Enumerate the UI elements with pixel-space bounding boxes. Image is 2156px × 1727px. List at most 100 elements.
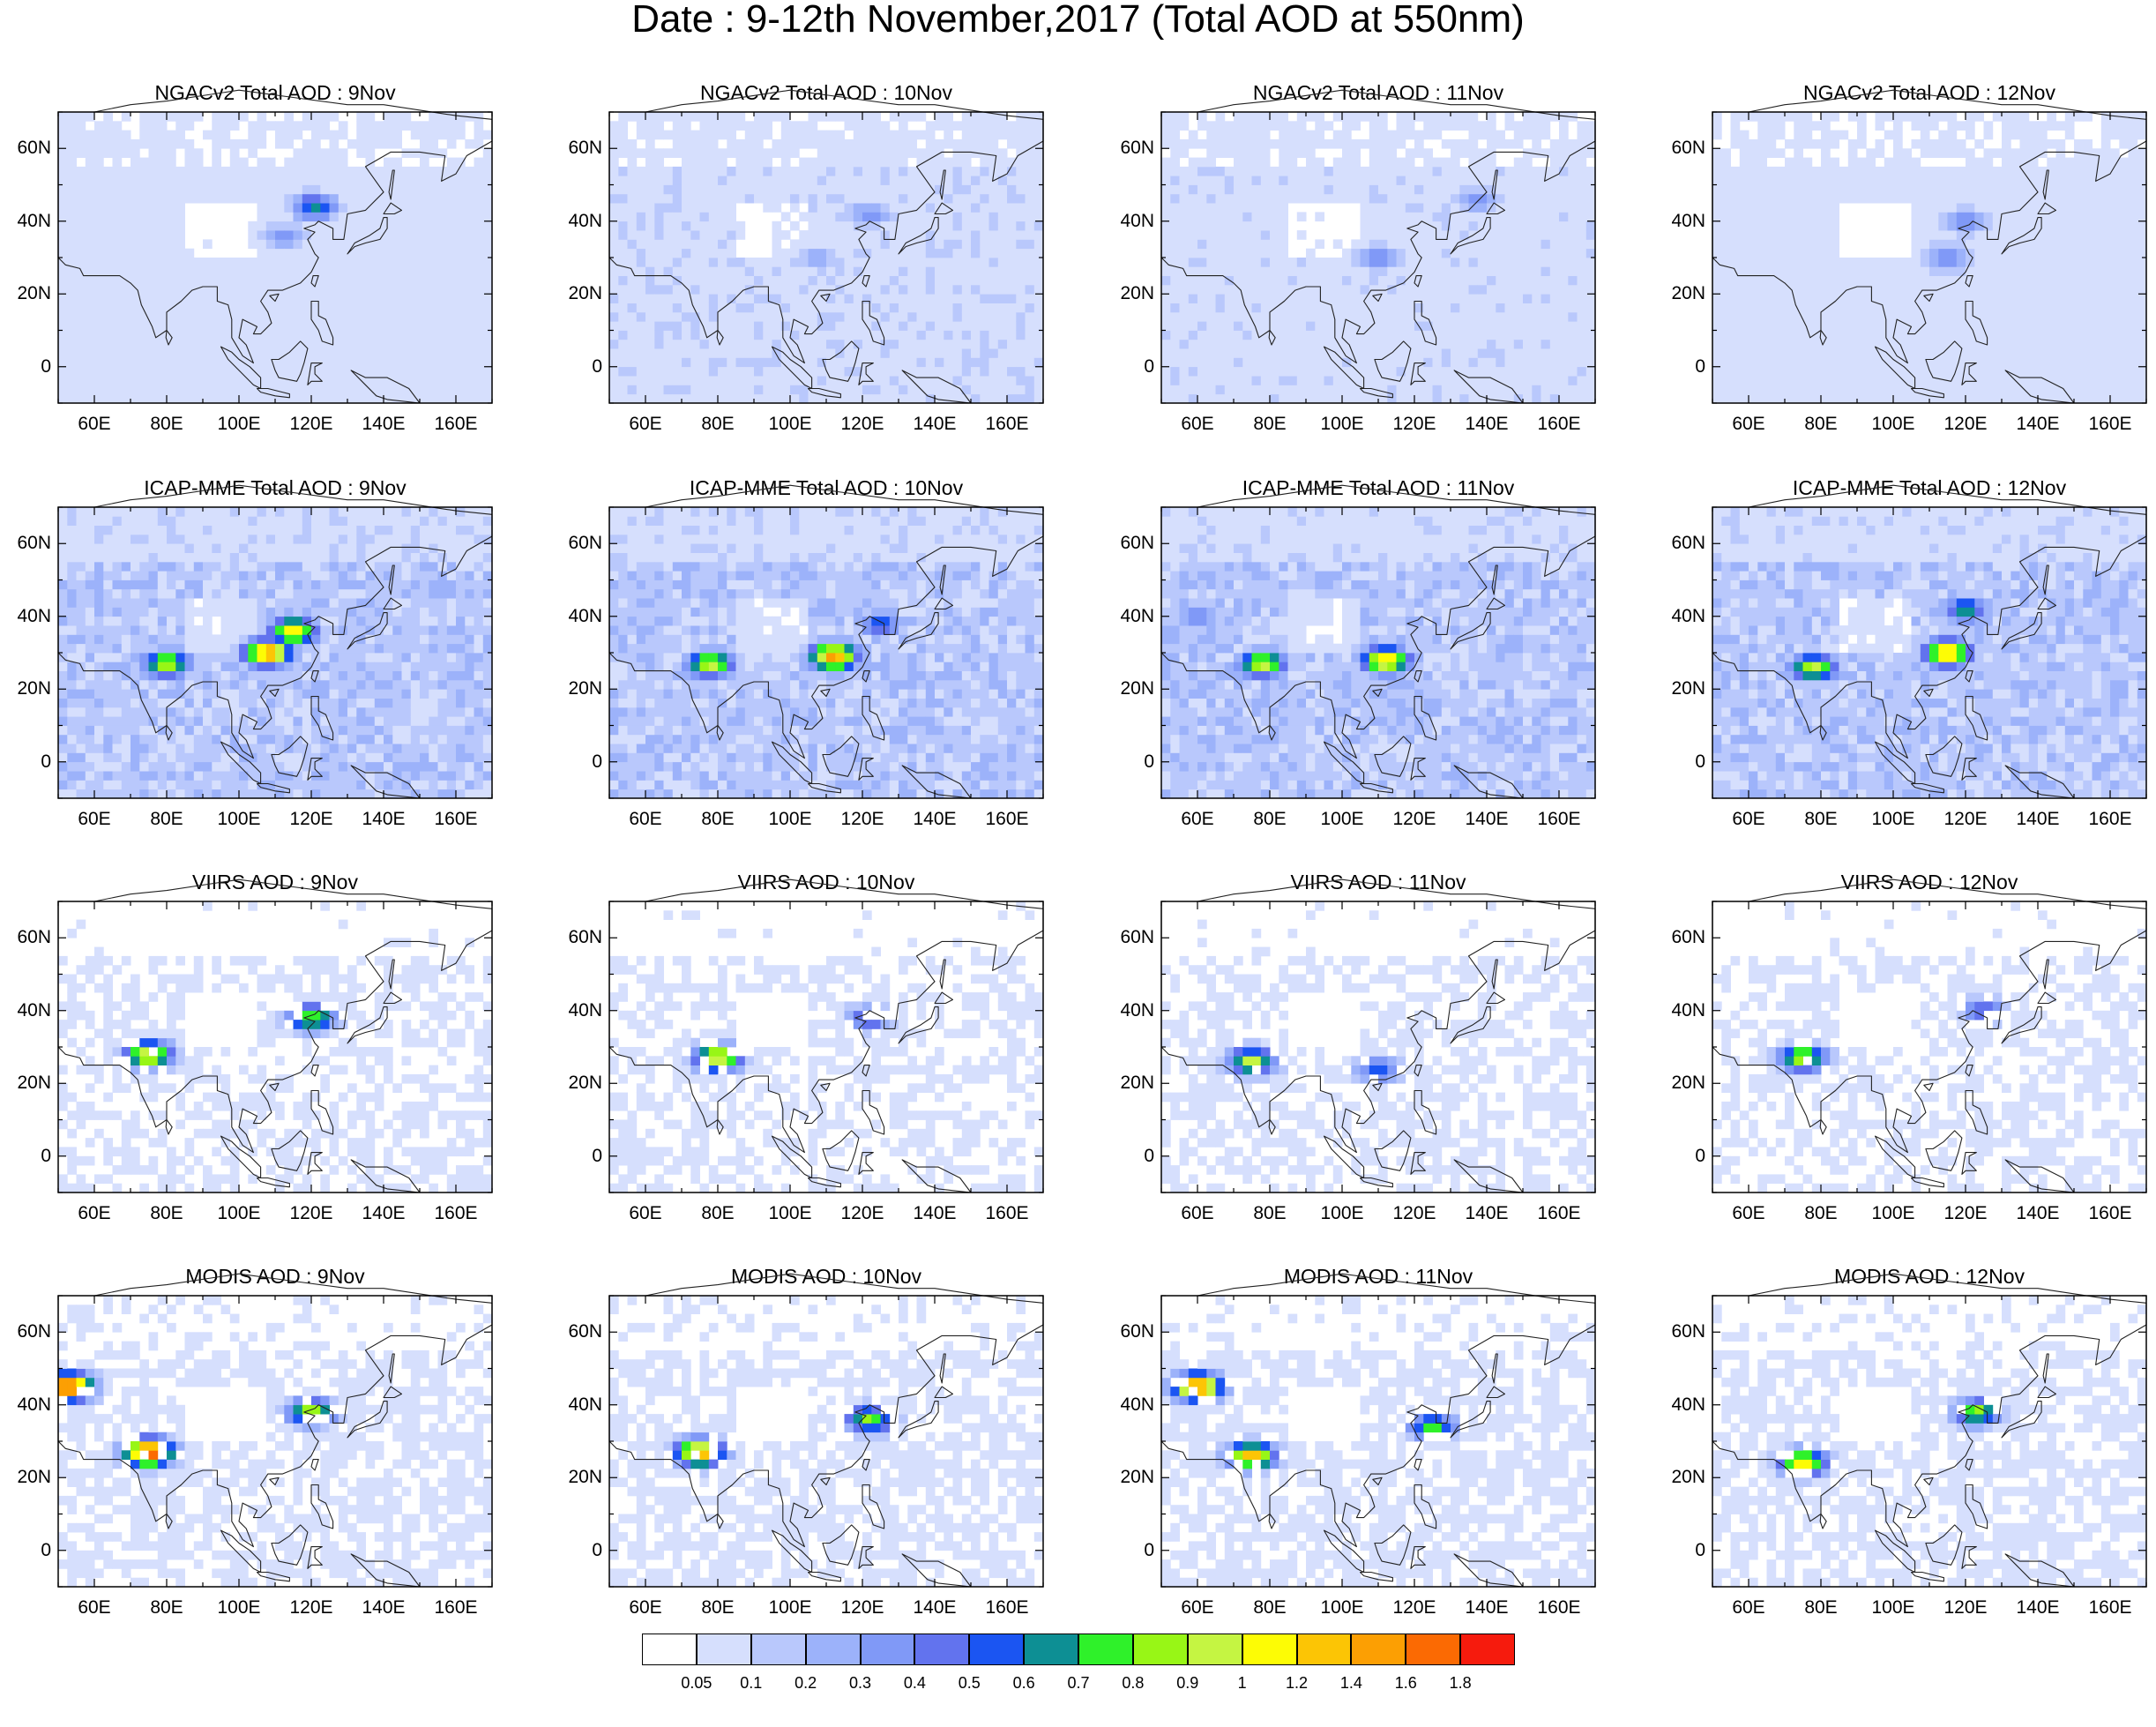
latitude-tick-label: 0	[1144, 355, 1154, 377]
coastline-taiwan	[1414, 1459, 1422, 1471]
colorbar-swatch	[1242, 1634, 1297, 1665]
coastline-srilanka	[165, 724, 173, 741]
coastline-sakhalin	[388, 1353, 395, 1384]
coastline-taiwan	[310, 1459, 319, 1471]
map-panel: VIIRS AOD : 11Nov 60N 40N 20N 0 60E 80E 100E 120…	[1103, 871, 1632, 1241]
latitude-tick-label: 20N	[1120, 1467, 1154, 1488]
map-panel: NGACv2 Total AOD : 11Nov 60N 40N 20N 0 60E 80E…	[1103, 81, 1632, 452]
longitude-tick-label: 60E	[1732, 1203, 1765, 1223]
coastline-hainan	[1923, 688, 1934, 698]
coastline-sulawesi	[307, 363, 323, 385]
map-panel: NGACv2 Total AOD : 10Nov 60N 40N 20N 0 60E 80E…	[551, 81, 1080, 452]
latitude-tick-label: 20N	[1671, 1467, 1705, 1488]
coastline-borneo	[1374, 1524, 1412, 1566]
coastline-philippines	[1965, 1484, 1988, 1529]
coastline-eurasia	[57, 484, 493, 759]
longitude-tick-label: 120E	[289, 414, 333, 434]
panel-title: MODIS AOD : 9Nov	[185, 1265, 365, 1288]
coastline-taiwan	[862, 670, 870, 683]
longitude-tick-label: 160E	[985, 1203, 1029, 1223]
axis-ticks	[608, 111, 1044, 404]
coastline-java	[807, 1177, 841, 1188]
colorbar-label: 0.3	[848, 1674, 872, 1692]
longitude-tick-label: 100E	[1320, 809, 1364, 829]
panel-title: ICAP-MME Total AOD : 11Nov	[1242, 476, 1515, 499]
aod-map	[1712, 1273, 2147, 1588]
coastline-eurasia	[57, 89, 493, 364]
latitude-tick-label: 0	[1695, 1145, 1705, 1166]
longitude-tick-label: 140E	[1465, 1203, 1509, 1223]
latitude-tick-label: 0	[592, 1145, 602, 1166]
coastline-borneo	[271, 1524, 309, 1566]
coastline-borneo	[1374, 1130, 1412, 1171]
longitude-tick-label: 80E	[1804, 1203, 1838, 1223]
longitude-tick-label: 120E	[1943, 414, 1988, 434]
panel-title: ICAP-MME Total AOD : 12Nov	[1792, 476, 2067, 499]
longitude-tick-label: 160E	[2088, 414, 2132, 434]
coastline-philippines	[1414, 300, 1437, 346]
longitude-tick-label: 120E	[1392, 1203, 1436, 1223]
coastline-hainan	[1923, 293, 1934, 303]
coastline-sakhalin	[2042, 169, 2049, 200]
coastline-japan	[347, 217, 388, 255]
longitude-tick-label: 60E	[78, 809, 111, 829]
latitude-tick-label: 20N	[17, 283, 51, 304]
aod-map	[1712, 89, 2147, 404]
longitude-tick-label: 140E	[1465, 414, 1509, 434]
coastline-borneo	[822, 1130, 860, 1171]
latitude-tick-label: 60N	[1671, 138, 1705, 159]
coastline-japan	[1450, 612, 1491, 650]
latitude-tick-label: 60N	[1671, 927, 1705, 948]
axis-ticks	[608, 1295, 1044, 1588]
coastline-srilanka	[1268, 329, 1276, 346]
longitude-tick-label: 140E	[913, 1203, 957, 1223]
colorbar-swatch	[1296, 1634, 1352, 1665]
longitude-tick-label: 120E	[1392, 809, 1436, 829]
coastline-java	[256, 1177, 290, 1188]
latitude-tick-label: 40N	[568, 1394, 602, 1415]
coastline-hokkaido	[2037, 991, 2057, 1005]
longitude-tick-label: 100E	[217, 809, 261, 829]
coastline-borneo	[1374, 736, 1412, 777]
axis-ticks	[608, 506, 1044, 799]
longitude-tick-label: 100E	[768, 1203, 812, 1223]
longitude-tick-label: 120E	[1943, 1597, 1988, 1618]
longitude-tick-label: 60E	[1732, 809, 1765, 829]
aod-field	[58, 507, 493, 799]
map-panel: NGACv2 Total AOD : 9Nov 60N 40N 20N 0 60E 80E 1…	[0, 81, 529, 452]
latitude-tick-label: 0	[592, 355, 602, 377]
coastline-sakhalin	[1491, 959, 1498, 990]
latitude-tick-label: 40N	[1671, 999, 1705, 1020]
map-panel: MODIS AOD : 11Nov 60N 40N 20N 0 60E 80E 100E 120…	[1103, 1265, 1632, 1635]
coastline-sulawesi	[307, 1152, 323, 1175]
latitude-tick-label: 40N	[17, 999, 51, 1020]
longitude-tick-label: 140E	[2016, 414, 2060, 434]
map-panel: VIIRS AOD : 12Nov 60N 40N 20N 0 60E 80E 100E 120…	[1654, 871, 2156, 1241]
longitude-tick-label: 160E	[1537, 1203, 1581, 1223]
coastline-taiwan	[862, 275, 870, 288]
coastline-japan	[347, 1401, 388, 1439]
aod-field	[609, 507, 1044, 799]
coastline-hokkaido	[934, 597, 954, 610]
colorbar-swatch	[696, 1634, 751, 1665]
coastline-hokkaido	[1486, 991, 1506, 1005]
longitude-tick-label: 140E	[362, 414, 406, 434]
longitude-tick-label: 80E	[701, 1597, 735, 1618]
longitude-tick-label: 60E	[1181, 809, 1214, 829]
coastline-sulawesi	[1410, 758, 1426, 781]
colorbar-swatch	[750, 1634, 806, 1665]
aod-field	[1712, 112, 2147, 404]
coastline-taiwan	[1414, 1065, 1422, 1077]
coastline-srilanka	[1819, 329, 1827, 346]
coastline-hainan	[1923, 1082, 1934, 1092]
longitude-tick-label: 80E	[1804, 809, 1838, 829]
coastlines	[57, 1273, 493, 1588]
colorbar-label: 0.5	[958, 1674, 981, 1692]
coastline-japan	[347, 1006, 388, 1044]
coastline-java	[1910, 1177, 1944, 1188]
longitude-tick-label: 140E	[362, 809, 406, 829]
longitude-tick-label: 120E	[1392, 1597, 1436, 1618]
coastline-borneo	[1374, 340, 1412, 382]
figure-title: Date : 9-12th November,2017 (Total AOD a…	[631, 0, 1525, 41]
colorbar-swatch	[642, 1634, 697, 1665]
